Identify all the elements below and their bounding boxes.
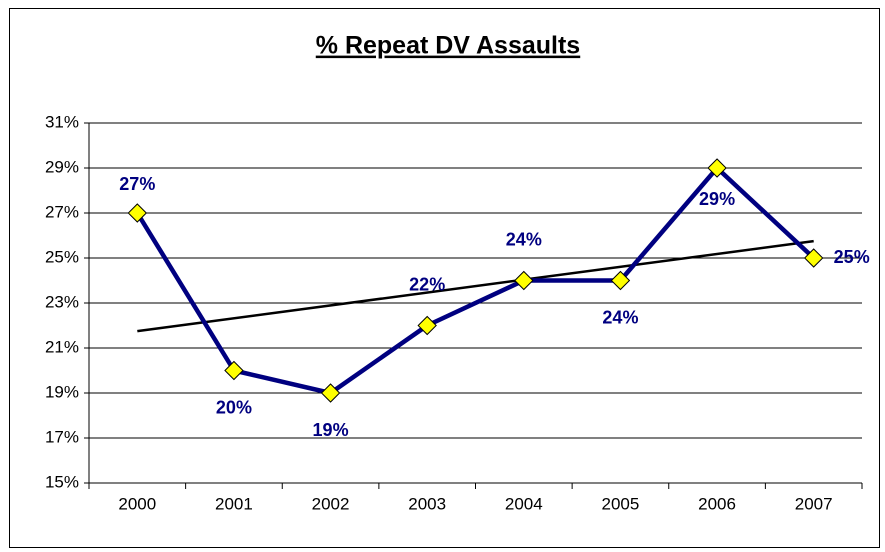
marker [707, 158, 727, 178]
x-tick-label: 2004 [505, 494, 543, 513]
data-label: 25% [834, 247, 870, 267]
x-tick-label: 2000 [118, 494, 156, 513]
y-tick-label: 29% [45, 157, 79, 176]
marker [803, 248, 824, 268]
series-line [135, 165, 816, 396]
y-tick-label: 31% [45, 112, 79, 131]
data-label: 22% [409, 274, 445, 294]
x-tick-label: 2005 [602, 494, 640, 513]
y-tick-label: 21% [45, 337, 79, 356]
trendline [137, 239, 814, 333]
marker [417, 315, 437, 336]
marker [127, 203, 148, 223]
marker [610, 270, 631, 291]
data-label: 27% [119, 174, 155, 194]
x-tick-label: 2007 [795, 494, 833, 513]
x-tick-label: 2001 [215, 494, 253, 513]
x-tick-label: 2002 [312, 494, 350, 513]
x-tick-label: 2006 [698, 494, 736, 513]
x-tick-label: 2003 [408, 494, 446, 513]
data-label: 19% [313, 420, 349, 440]
chart-title: % Repeat DV Assaults [316, 32, 580, 60]
y-tick-label: 25% [45, 247, 79, 266]
marker [224, 360, 244, 381]
y-tick-label: 27% [45, 202, 79, 221]
data-label: 24% [506, 229, 542, 249]
data-label: 24% [602, 307, 638, 327]
data-label: 20% [216, 397, 252, 417]
y-tick-label: 15% [45, 472, 79, 491]
chart-frame [9, 8, 880, 548]
marker [514, 270, 534, 291]
data-label: 29% [699, 189, 735, 209]
marker [320, 383, 341, 403]
y-tick-label: 17% [45, 427, 79, 446]
y-tick-label: 19% [45, 382, 79, 401]
y-tick-label: 23% [45, 292, 79, 311]
